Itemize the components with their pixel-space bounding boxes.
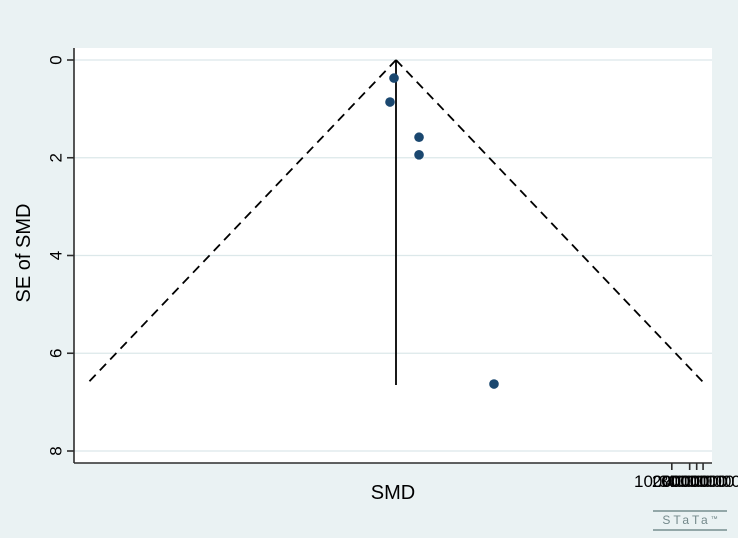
x-tick-label: 30000000 <box>659 472 735 491</box>
trademark-symbol: ™ <box>710 516 718 523</box>
stata-logo: STaTa™ <box>653 510 727 531</box>
y-tick-label: 2 <box>47 153 66 162</box>
y-tick-label: 4 <box>47 251 66 260</box>
stata-logo-text: STaTa <box>662 513 711 527</box>
y-tick-label: 8 <box>47 446 66 455</box>
data-point <box>489 379 499 389</box>
data-point <box>414 150 424 160</box>
y-tick-label: 6 <box>47 349 66 358</box>
y-axis-title: SE of SMD <box>13 204 35 303</box>
gridlines <box>74 59 712 452</box>
x-axis-title: SMD <box>371 482 415 504</box>
data-point <box>389 73 399 83</box>
x-tick-label: 20000000 <box>652 472 728 491</box>
data-point <box>385 97 395 107</box>
data-points <box>385 73 499 389</box>
y-axis-ticks: 0 2 4 6 8 <box>47 55 74 456</box>
x-tick-label: 10000000 <box>634 472 710 491</box>
x-tick-label: 40000000 <box>665 472 738 491</box>
funnel-lines <box>86 59 705 386</box>
y-tick-label: 0 <box>47 55 66 64</box>
data-point <box>414 132 424 143</box>
